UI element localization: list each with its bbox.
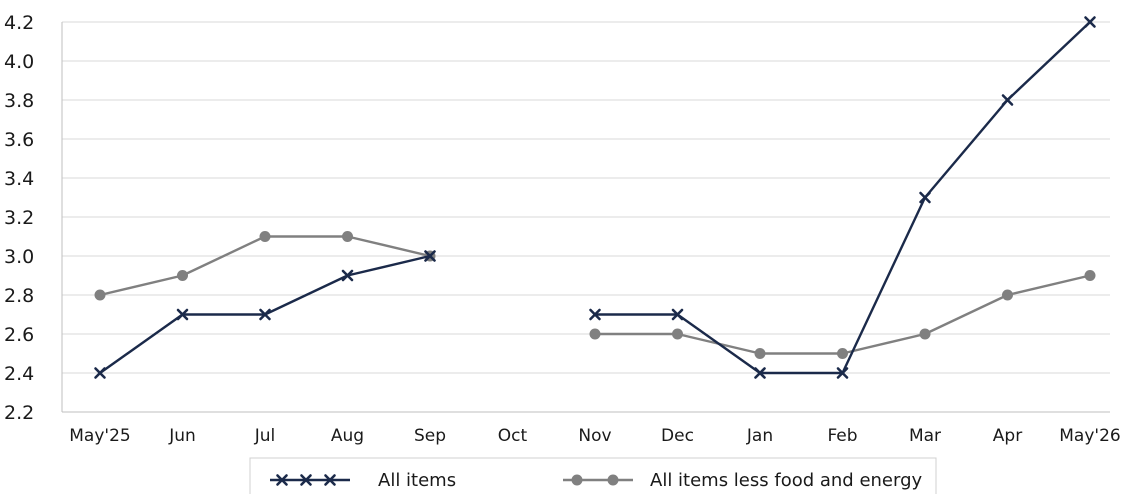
legend-marker — [300, 474, 312, 486]
data-point — [1001, 94, 1014, 106]
y-tick-label: 3.0 — [4, 246, 34, 268]
x-tick-label: Aug — [331, 426, 364, 446]
data-point — [1084, 16, 1096, 28]
data-point — [589, 328, 601, 340]
legend-items: All items All items less food and energy — [270, 470, 923, 491]
x-tick-label: Jun — [168, 426, 196, 446]
data-point — [177, 270, 188, 281]
y-tick-label: 2.8 — [4, 285, 34, 307]
data-point — [176, 308, 189, 321]
y-tick-label: 2.2 — [4, 402, 34, 424]
y-tick-label: 3.8 — [4, 90, 34, 112]
legend-marker — [276, 474, 288, 486]
x-axis-tick-labels: May'25 Jun Jul Aug Sep Oct Nov Dec Jan Feb Mar Apr M… — [69, 426, 1120, 446]
legend-item: All items less food and energy — [563, 470, 923, 491]
data-point — [671, 308, 684, 321]
x-tick-label: May'25 — [69, 426, 130, 446]
series-all-items — [94, 16, 1096, 379]
y-axis-tick-labels: 2.2 2.4 2.6 2.8 3.0 3.2 3.4 3.6 3.8 4.0 4.2 — [4, 12, 34, 424]
data-point — [919, 328, 931, 340]
series-line — [595, 21, 1091, 375]
data-point — [672, 328, 683, 340]
y-tick-label: 3.6 — [4, 129, 34, 151]
y-tick-label: 4.0 — [4, 51, 34, 73]
data-point — [1002, 289, 1013, 301]
x-tick-label: Jul — [254, 426, 276, 446]
legend-label: All items less food and energy — [650, 470, 923, 491]
data-point — [837, 348, 848, 359]
legend-box — [249, 457, 937, 494]
data-point — [836, 367, 849, 379]
y-tick-label: 2.6 — [4, 324, 34, 346]
x-tick-label: Oct — [498, 426, 528, 446]
data-point — [259, 308, 271, 321]
data-point — [754, 348, 766, 359]
series-core — [94, 231, 1096, 359]
x-tick-label: May'26 — [1059, 426, 1120, 446]
data-point — [919, 191, 931, 204]
series-layer — [94, 16, 1096, 379]
grid-lines — [62, 21, 1110, 413]
data-point — [94, 289, 106, 301]
x-tick-label: Apr — [993, 426, 1022, 446]
legend-item: All items — [270, 470, 456, 491]
legend-marker — [571, 474, 583, 486]
y-tick-label: 2.4 — [4, 363, 34, 385]
data-point — [1084, 270, 1096, 281]
data-point — [589, 308, 601, 321]
data-point — [342, 231, 353, 242]
data-point — [754, 367, 766, 379]
y-tick-label: 3.2 — [4, 207, 34, 229]
data-point — [94, 367, 106, 379]
data-point — [424, 250, 436, 262]
legend-label: All items — [378, 470, 456, 491]
legend: All items All items less food and energy — [249, 457, 937, 494]
legend-marker — [324, 474, 336, 486]
legend-marker — [607, 474, 619, 486]
data-point — [259, 231, 271, 242]
x-tick-label: Dec — [661, 426, 694, 446]
x-tick-label: Feb — [827, 426, 857, 446]
series-line — [99, 235, 431, 297]
x-tick-label: Nov — [578, 426, 611, 446]
x-tick-label: Sep — [414, 426, 446, 446]
y-tick-label: 4.2 — [4, 12, 34, 34]
x-tick-label: Mar — [909, 426, 941, 446]
y-tick-label: 3.4 — [4, 168, 34, 190]
data-point — [341, 269, 354, 282]
x-tick-label: Jan — [746, 426, 773, 446]
